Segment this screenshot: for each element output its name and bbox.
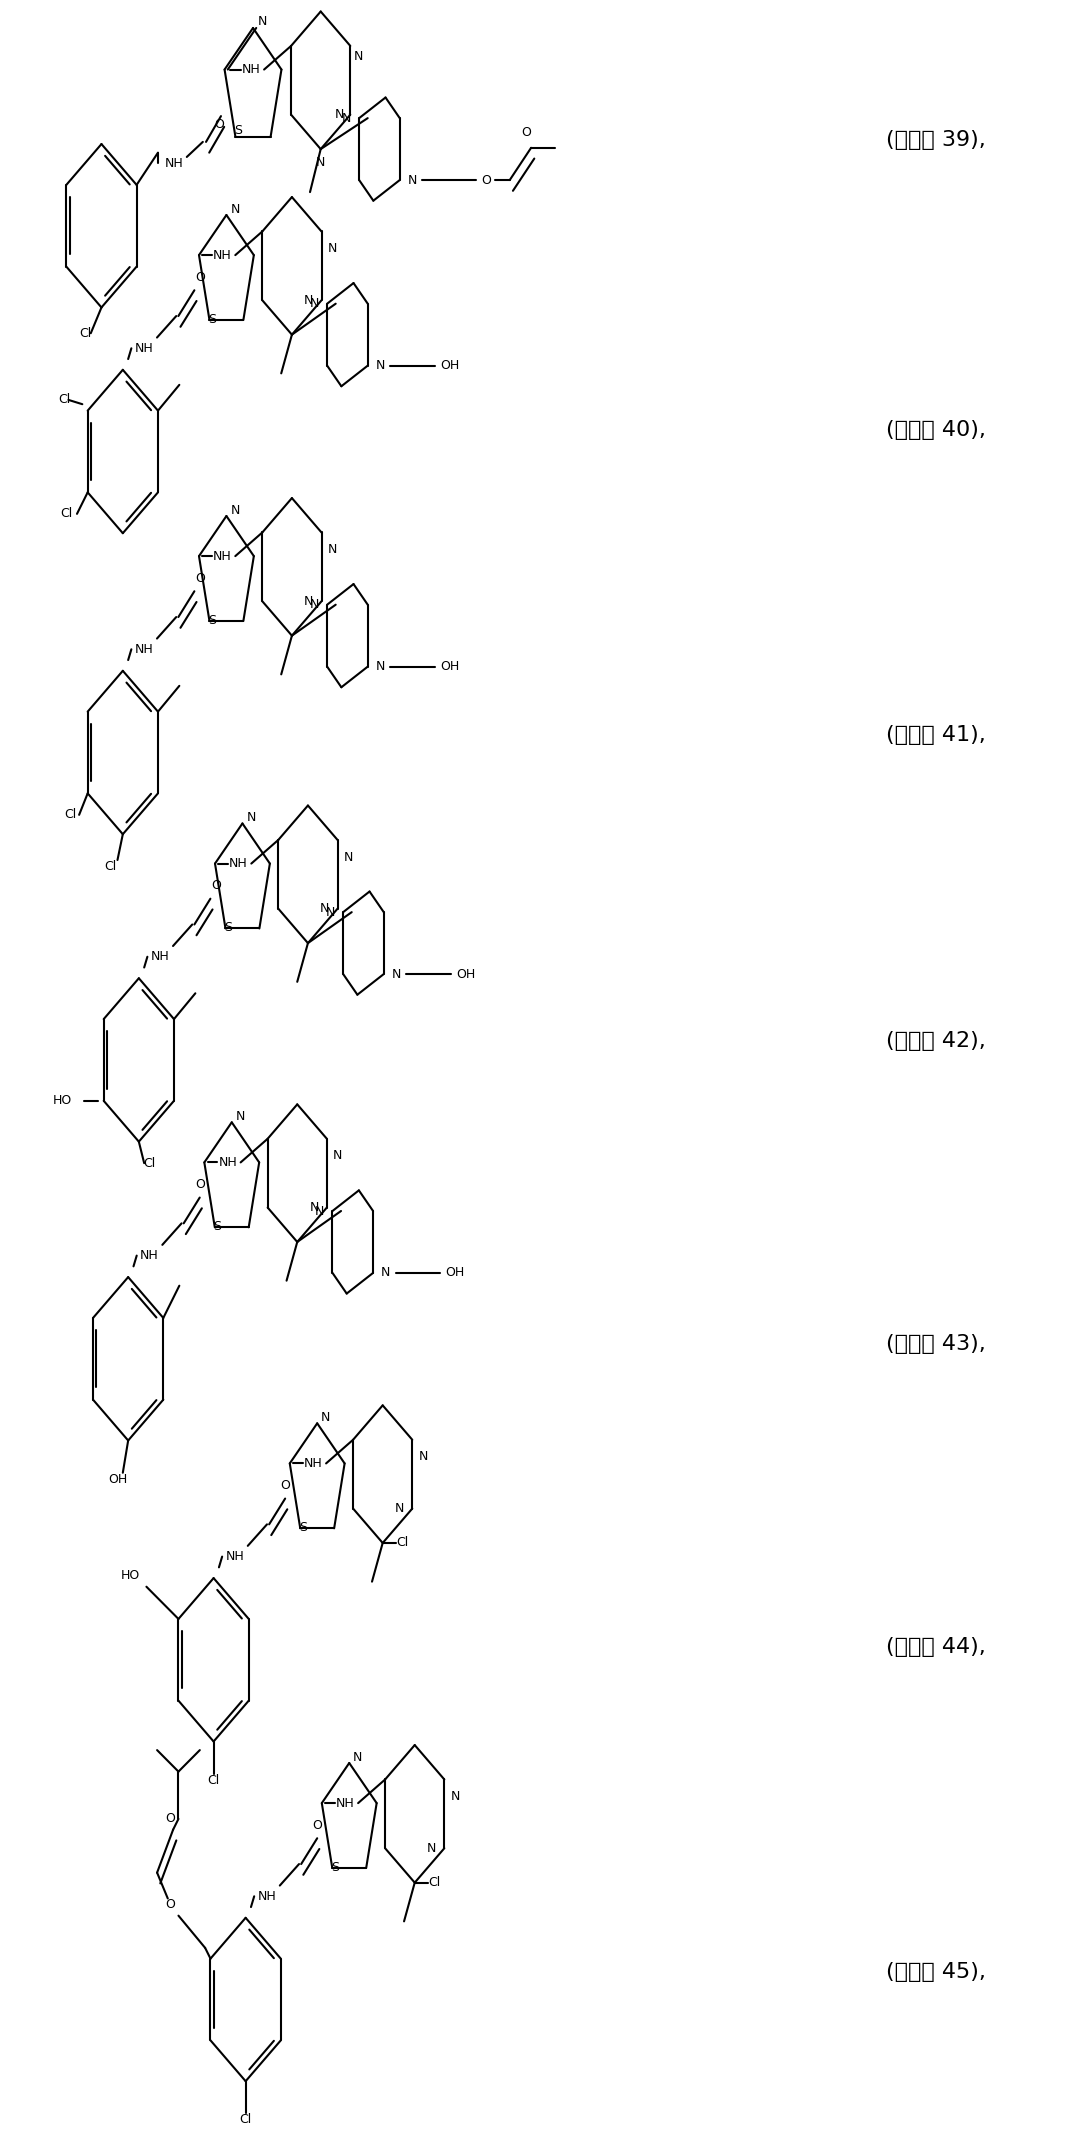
Text: O: O (164, 1812, 175, 1825)
Text: N: N (333, 1150, 342, 1163)
Text: N: N (315, 1204, 325, 1217)
Text: S: S (208, 615, 216, 628)
Text: N: N (376, 660, 386, 673)
Text: N: N (326, 905, 335, 918)
Text: N: N (247, 811, 255, 823)
Text: O: O (521, 127, 531, 140)
Text: S: S (299, 1522, 307, 1535)
Text: N: N (321, 1410, 330, 1423)
Text: NH: NH (242, 62, 261, 75)
Text: N: N (392, 968, 402, 980)
Text: Cl: Cl (143, 1157, 156, 1170)
Text: (化合物 39),: (化合物 39), (886, 129, 986, 151)
Text: O: O (194, 572, 205, 585)
Text: (化合物 45),: (化合物 45), (886, 1961, 987, 1982)
Text: N: N (335, 108, 344, 120)
Text: S: S (331, 1862, 339, 1875)
Text: S: S (234, 125, 242, 138)
Text: OH: OH (440, 660, 459, 673)
Text: N: N (344, 851, 352, 864)
Text: N: N (427, 1843, 436, 1855)
Text: O: O (312, 1819, 323, 1832)
Text: OH: OH (440, 359, 459, 372)
Text: Cl: Cl (64, 808, 77, 821)
Text: N: N (342, 112, 351, 125)
Text: (化合物 42),: (化合物 42), (886, 1030, 986, 1051)
Text: O: O (194, 271, 205, 284)
Text: S: S (214, 1221, 221, 1234)
Text: S: S (224, 922, 232, 935)
Text: N: N (320, 903, 329, 916)
Text: N: N (316, 157, 326, 170)
Text: Cl: Cl (104, 860, 116, 873)
Text: O: O (482, 174, 491, 187)
Text: N: N (328, 243, 336, 256)
Text: N: N (231, 503, 239, 516)
Text: N: N (395, 1503, 404, 1516)
Text: Cl: Cl (58, 393, 70, 406)
Text: N: N (419, 1451, 427, 1464)
Text: N: N (310, 598, 319, 611)
Text: O: O (280, 1479, 290, 1492)
Text: Cl: Cl (239, 2113, 252, 2126)
Text: O: O (164, 1898, 175, 1911)
Text: N: N (354, 1750, 362, 1763)
Text: N: N (304, 295, 313, 307)
Text: NH: NH (140, 1249, 159, 1262)
Text: HO: HO (121, 1570, 140, 1582)
Text: OH: OH (456, 968, 475, 980)
Text: (化合物 41),: (化合物 41), (886, 725, 986, 746)
Text: N: N (310, 1202, 318, 1215)
Text: N: N (408, 174, 418, 187)
Text: N: N (328, 544, 336, 557)
Text: N: N (451, 1791, 459, 1804)
Text: NH: NH (230, 858, 248, 871)
Text: NH: NH (214, 550, 232, 563)
Text: O: O (210, 879, 221, 892)
Text: N: N (381, 1266, 391, 1279)
Text: NH: NH (336, 1797, 355, 1810)
Text: NH: NH (219, 1157, 237, 1170)
Text: Cl: Cl (396, 1537, 408, 1550)
Text: NH: NH (214, 249, 232, 262)
Text: N: N (236, 1109, 245, 1122)
Text: NH: NH (151, 950, 170, 963)
Text: N: N (376, 359, 386, 372)
Text: O: O (194, 1178, 205, 1191)
Text: N: N (310, 297, 319, 310)
Text: (化合物 40),: (化合物 40), (886, 419, 987, 441)
Text: N: N (257, 15, 267, 28)
Text: Cl: Cl (428, 1877, 440, 1890)
Text: N: N (231, 202, 239, 215)
Text: O: O (214, 118, 224, 131)
Text: Cl: Cl (60, 507, 73, 520)
Text: NH: NH (304, 1458, 323, 1471)
Text: N: N (355, 49, 363, 62)
Text: S: S (208, 314, 216, 327)
Text: OH: OH (445, 1266, 465, 1279)
Text: OH: OH (108, 1473, 127, 1486)
Text: NH: NH (164, 157, 184, 170)
Text: (化合物 44),: (化合物 44), (886, 1636, 986, 1658)
Text: NH: NH (135, 342, 154, 355)
Text: Cl: Cl (207, 1774, 220, 1787)
Text: NH: NH (257, 1890, 277, 1903)
Text: NH: NH (225, 1550, 245, 1563)
Text: (化合物 43),: (化合物 43), (886, 1333, 986, 1354)
Text: Cl: Cl (79, 327, 92, 340)
Text: NH: NH (135, 643, 154, 656)
Text: HO: HO (52, 1094, 72, 1107)
Text: N: N (304, 596, 313, 608)
